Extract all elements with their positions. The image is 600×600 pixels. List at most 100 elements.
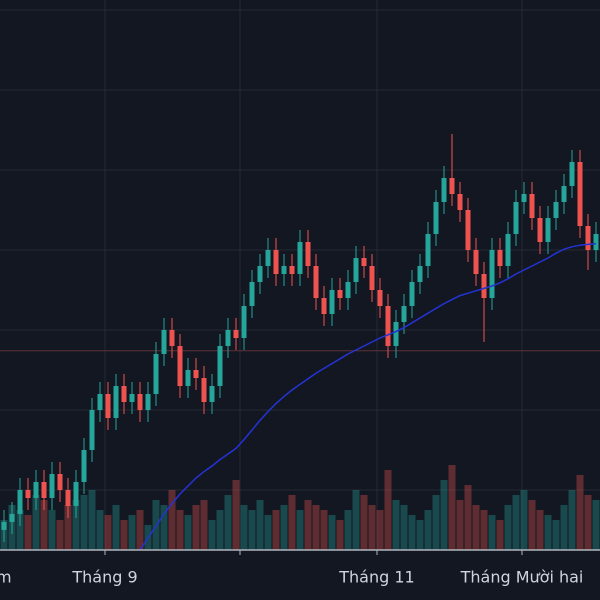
candle-body xyxy=(81,450,87,482)
candle-body xyxy=(209,386,215,402)
candle-body xyxy=(185,370,191,386)
candle-body xyxy=(17,490,23,514)
candle-body xyxy=(481,274,487,298)
volume-bar xyxy=(216,510,224,550)
candle-body xyxy=(9,514,15,522)
candle-body xyxy=(121,386,127,402)
volume-bar xyxy=(512,495,520,550)
volume-bar xyxy=(488,515,496,550)
candle-body xyxy=(89,410,95,450)
candle-body xyxy=(57,474,63,490)
candle-body xyxy=(193,370,199,378)
candle-body xyxy=(1,522,7,530)
candle-body xyxy=(241,306,247,338)
moving-average xyxy=(139,242,597,551)
volume-bar xyxy=(576,475,584,550)
volume-bar xyxy=(504,505,512,550)
candle-body xyxy=(361,258,367,266)
x-tick-label: Tháng 9 xyxy=(71,568,137,587)
volume-bar xyxy=(80,495,88,550)
candle-body xyxy=(329,290,335,314)
candle-body xyxy=(513,202,519,234)
candle-body xyxy=(465,210,471,250)
volume-bar xyxy=(360,495,368,550)
volume-bar xyxy=(344,510,352,550)
candle-body xyxy=(345,282,351,298)
x-tick-label: Tháng 11 xyxy=(338,568,414,587)
candle-body xyxy=(577,162,583,226)
volume-bar xyxy=(200,500,208,550)
volume-bar xyxy=(56,520,64,550)
volume-bar xyxy=(440,480,448,550)
volume-bar xyxy=(528,500,536,550)
volume-bar xyxy=(64,505,72,550)
candle-body xyxy=(281,266,287,274)
volume-bar xyxy=(48,510,56,550)
candle-body xyxy=(225,330,231,346)
candle-body xyxy=(289,266,295,274)
candle-body xyxy=(33,482,39,498)
volume-bar xyxy=(16,510,24,550)
volume-bar xyxy=(280,505,288,550)
candle-body xyxy=(505,234,511,266)
volume-bar xyxy=(408,515,416,550)
candle-body xyxy=(297,242,303,274)
volume-bar xyxy=(480,510,488,550)
candle-body xyxy=(257,266,263,282)
volume-bar xyxy=(544,515,552,550)
volume-bar xyxy=(472,505,480,550)
volume-bar xyxy=(208,520,216,550)
x-tick-label: m xyxy=(0,568,12,587)
volume-bar xyxy=(352,490,360,550)
volume-bar xyxy=(120,520,128,550)
volume-bar xyxy=(96,510,104,550)
volume-bar xyxy=(264,515,272,550)
candle-body xyxy=(249,282,255,306)
candle-body xyxy=(65,490,71,506)
volume-bar xyxy=(496,520,504,550)
candle-body xyxy=(529,194,535,218)
candle-body xyxy=(113,386,119,418)
volume-bar xyxy=(24,515,32,550)
volume-bar xyxy=(376,510,384,550)
volume-bar xyxy=(272,510,280,550)
volume-bar xyxy=(400,505,408,550)
volume-bar xyxy=(168,490,176,550)
candle-body xyxy=(49,474,55,498)
candle-body xyxy=(337,290,343,298)
candle-body xyxy=(145,394,151,410)
volume-bar xyxy=(432,495,440,550)
volume-bar xyxy=(312,505,320,550)
candle-body xyxy=(273,250,279,274)
axis-strip xyxy=(0,550,600,600)
candle-body xyxy=(137,394,143,410)
volume-bar xyxy=(128,515,136,550)
candle-body xyxy=(25,490,31,498)
candle-body xyxy=(585,226,591,250)
volume-bar xyxy=(368,505,376,550)
candle-body xyxy=(409,282,415,306)
volume-bar xyxy=(552,520,560,550)
candle-body xyxy=(313,266,319,298)
candle-body xyxy=(561,186,567,202)
volume-bar xyxy=(256,500,264,550)
volume-bar xyxy=(304,500,312,550)
candle-body xyxy=(553,202,559,218)
candle-body xyxy=(537,218,543,242)
volume-bar xyxy=(288,495,296,550)
candle-body xyxy=(449,178,455,194)
volume-bar xyxy=(248,510,256,550)
candle-body xyxy=(401,306,407,322)
candle-body xyxy=(169,330,175,346)
candle-body xyxy=(105,394,111,418)
volume-bar xyxy=(40,500,48,550)
volume-bar xyxy=(296,510,304,550)
volume-bar xyxy=(176,510,184,550)
volume-bar xyxy=(592,500,600,550)
candle-body xyxy=(569,162,575,186)
volume-bar xyxy=(192,505,200,550)
volume-bar xyxy=(464,485,472,550)
candle-body xyxy=(369,266,375,290)
